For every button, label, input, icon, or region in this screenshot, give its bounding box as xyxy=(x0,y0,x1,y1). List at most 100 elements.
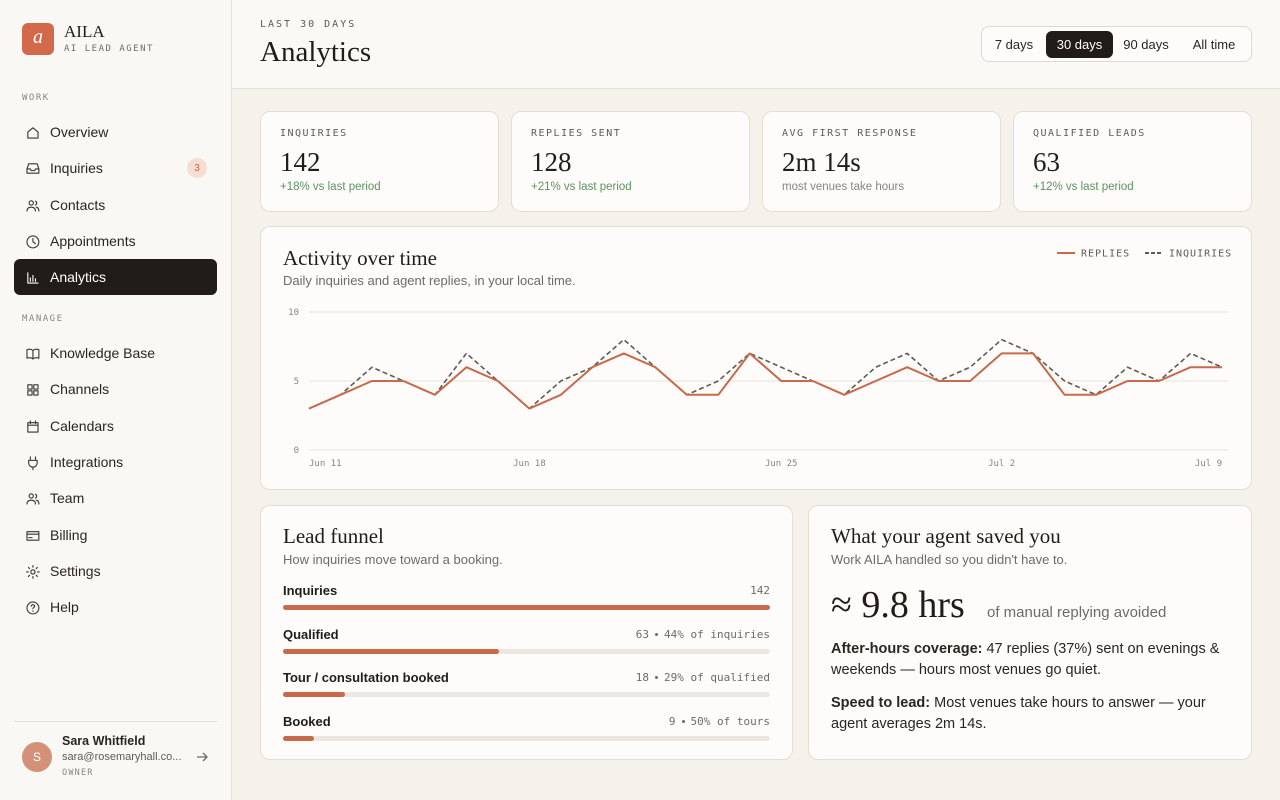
savings-note: of manual replying avoided xyxy=(987,604,1167,621)
logout-arrow[interactable] xyxy=(195,751,209,763)
funnel-label: Qualified xyxy=(283,626,339,642)
chart-card: Activity over time Daily inquiries and a… xyxy=(260,226,1252,490)
chart-subtitle: Daily inquiries and agent replies, in yo… xyxy=(283,273,576,288)
point-text: Most venues take hours to answer — your … xyxy=(831,695,1206,732)
series-line xyxy=(308,352,1222,410)
icon-path xyxy=(27,272,39,284)
nav-item[interactable]: Billing xyxy=(14,517,217,553)
chart: 0 5 10 Jun 11 Jun 18 Jun 25 Jul 2 Jul 9 REPLIES I… xyxy=(288,249,1231,470)
funnel-detail: 142 xyxy=(750,584,770,597)
funnel-card: Lead funnel How inquiries move toward a … xyxy=(260,505,793,760)
brand-tagline: AI LEAD AGENT xyxy=(64,44,154,54)
funnel-count: 9 xyxy=(668,714,676,728)
icon-path xyxy=(28,456,38,471)
funnel-count: 63 xyxy=(635,627,650,641)
nav-item[interactable]: Help xyxy=(14,589,217,625)
funnel-detail: 9 50% of tours xyxy=(669,715,770,728)
nav-icon xyxy=(26,163,40,175)
stat-value: 63 xyxy=(1033,147,1060,177)
point-lead: Speed to lead: xyxy=(831,695,931,711)
stat-card: REPLIES SENT 128 +21% vs last period xyxy=(511,111,750,212)
nav-icon xyxy=(26,493,40,505)
nav-item[interactable]: Contacts xyxy=(14,187,217,223)
nav-icon xyxy=(27,420,39,433)
funnel-bar xyxy=(283,692,345,698)
nav-label: Calendars xyxy=(50,417,114,434)
funnel-bar xyxy=(283,648,500,654)
funnel-detail: 63 44% of inquiries xyxy=(636,628,770,641)
nav-label: Settings xyxy=(50,562,101,579)
nav-icon xyxy=(28,456,38,471)
nav-icon xyxy=(26,199,40,212)
nav-label: Contacts xyxy=(50,196,106,213)
nav-heading: WORK xyxy=(22,93,50,103)
icon-path xyxy=(26,163,40,175)
point-lead: After-hours coverage: xyxy=(831,641,983,657)
nav-item[interactable]: Channels xyxy=(14,371,217,407)
stat-label: REPLIES SENT xyxy=(531,128,622,139)
range-button[interactable]: 30 days xyxy=(1046,31,1113,58)
sidebar: a AILA AI LEAD AGENT WORK Overview Inquiri… xyxy=(0,0,232,800)
stat-label: INQUIRIES xyxy=(280,128,348,139)
range-button[interactable]: 90 days xyxy=(1123,37,1169,52)
funnel-share: 44% of inquiries xyxy=(664,627,770,641)
stat-note: +21% vs last period xyxy=(531,181,632,193)
funnel-share: 50% of tours xyxy=(690,714,770,728)
x-tick-label: Jul 9 xyxy=(1195,459,1222,469)
stat-value: 142 xyxy=(280,147,321,177)
nav-label: Help xyxy=(50,599,79,616)
stat-note: +12% vs last period xyxy=(1033,181,1134,193)
stat-label: AVG FIRST RESPONSE xyxy=(782,128,918,139)
nav-item[interactable]: Appointments xyxy=(14,223,217,259)
stat-note: +18% vs last period xyxy=(280,181,381,193)
icon-path xyxy=(26,235,40,249)
savings-headline: ≈ 9.8 hrs xyxy=(831,584,965,626)
stat-label: QUALIFIED LEADS xyxy=(1033,128,1146,139)
range-picker: 7 days 30 days 90 days All time xyxy=(981,26,1252,62)
nav-item[interactable]: Inquiries 3 xyxy=(14,150,217,186)
stat-value: 128 xyxy=(531,147,572,177)
savings-card: What your agent saved you Work AILA hand… xyxy=(808,505,1252,760)
funnel-track xyxy=(283,692,770,698)
funnel-track xyxy=(283,735,770,741)
nav-heading: MANAGE xyxy=(22,314,64,324)
page-title: Analytics xyxy=(260,36,372,68)
point-text: 47 replies (37%) sent on evenings & week… xyxy=(831,641,1220,678)
nav-label: Inquiries xyxy=(50,160,103,177)
x-tick-label: Jun 18 xyxy=(513,459,546,469)
funnel-bar xyxy=(283,605,770,610)
y-tick-label: 5 xyxy=(294,377,299,387)
nav-badge: 3 xyxy=(187,158,207,179)
funnel-label: Booked xyxy=(283,713,331,729)
stat-note: most venues take hours xyxy=(782,181,905,193)
nav-item[interactable]: Calendars xyxy=(14,408,217,444)
user-email: sara@rosemaryhall.co... xyxy=(62,751,182,763)
nav-item[interactable]: Overview xyxy=(14,114,217,150)
nav-item[interactable]: Analytics xyxy=(14,259,217,296)
nav-item[interactable]: Integrations xyxy=(14,444,217,480)
divider xyxy=(14,721,217,722)
brand-name: AILA xyxy=(64,22,105,41)
icon-path xyxy=(27,420,39,433)
nav-item[interactable]: Knowledge Base xyxy=(14,335,217,371)
nav-item[interactable]: Team xyxy=(14,480,217,516)
x-tick-label: Jun 11 xyxy=(309,459,342,469)
stat-card: QUALIFIED LEADS 63 +12% vs last period xyxy=(1013,111,1252,212)
nav-icon xyxy=(25,564,40,579)
nav-label: Knowledge Base xyxy=(50,345,156,361)
separator-dot xyxy=(681,719,685,723)
icon-path xyxy=(26,199,40,212)
nav-item[interactable]: Settings xyxy=(14,553,217,589)
nav-label: Appointments xyxy=(50,232,136,249)
x-tick-label: Jun 25 xyxy=(765,459,798,469)
range-button[interactable]: All time xyxy=(1192,37,1236,52)
avatar: S xyxy=(22,742,52,772)
range-button[interactable]: 7 days xyxy=(994,37,1034,52)
nav-icon xyxy=(27,127,39,139)
nav-label: Channels xyxy=(50,381,110,398)
nav-label: Overview xyxy=(50,124,109,140)
icon-path xyxy=(27,127,39,139)
nav-label: Team xyxy=(50,490,85,507)
icon-path xyxy=(26,530,40,541)
